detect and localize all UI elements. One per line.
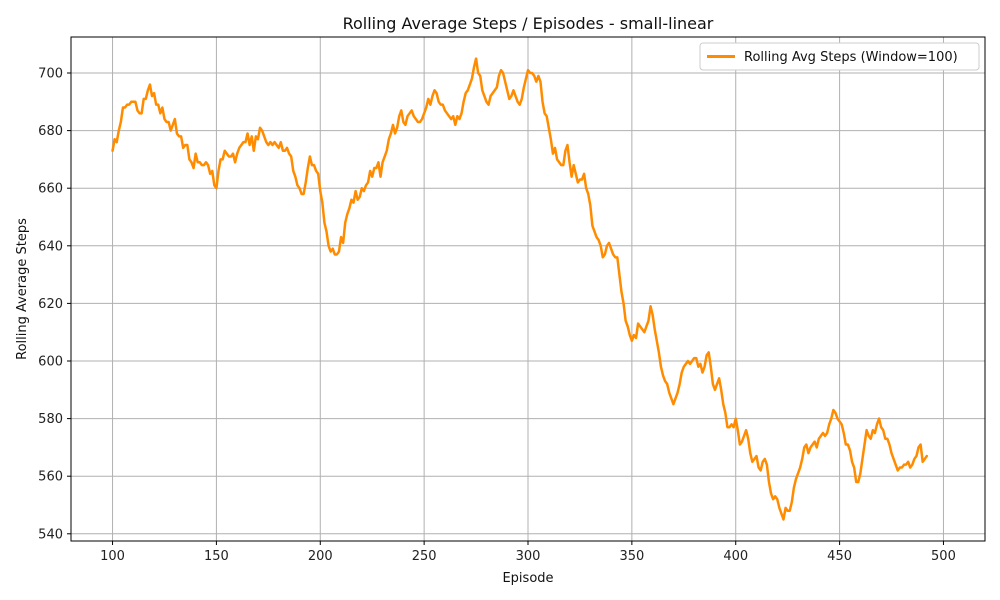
x-tick-label: 450 xyxy=(827,549,852,564)
x-axis-title: Episode xyxy=(502,571,553,586)
series-layer xyxy=(111,57,929,521)
x-tick-label: 400 xyxy=(723,549,748,564)
y-axis-title: Rolling Average Steps xyxy=(15,218,30,360)
grid xyxy=(71,37,985,541)
x-tick-label: 500 xyxy=(931,549,956,564)
series-line xyxy=(111,57,929,521)
legend-box xyxy=(699,42,980,71)
y-tick-label: 680 xyxy=(38,124,63,139)
y-tick-label: 540 xyxy=(38,527,63,542)
y-tick-label: 620 xyxy=(38,297,63,312)
x-tick-label: 350 xyxy=(619,549,644,564)
y-tick-label: 660 xyxy=(38,182,63,197)
x-tick-label: 250 xyxy=(412,549,437,564)
y-axis-ticks: 540 560 580 600 620 640 660 680 700 xyxy=(38,67,71,542)
y-tick-label: 560 xyxy=(38,470,63,485)
y-tick-label: 580 xyxy=(38,412,63,427)
x-tick-label: 150 xyxy=(204,549,229,564)
legend: Rolling Avg Steps (Window=100) xyxy=(699,42,980,71)
x-tick-label: 300 xyxy=(516,549,541,564)
legend-label: Rolling Avg Steps (Window=100) xyxy=(744,50,958,65)
y-tick-label: 640 xyxy=(38,239,63,254)
chart-title: Rolling Average Steps / Episodes - small… xyxy=(343,14,714,33)
y-tick-label: 700 xyxy=(38,67,63,82)
x-axis-ticks: 100 150 200 250 300 350 400 450 500 xyxy=(100,541,956,564)
y-tick-label: 600 xyxy=(38,355,63,370)
x-tick-label: 200 xyxy=(308,549,333,564)
x-tick-label: 100 xyxy=(100,549,125,564)
